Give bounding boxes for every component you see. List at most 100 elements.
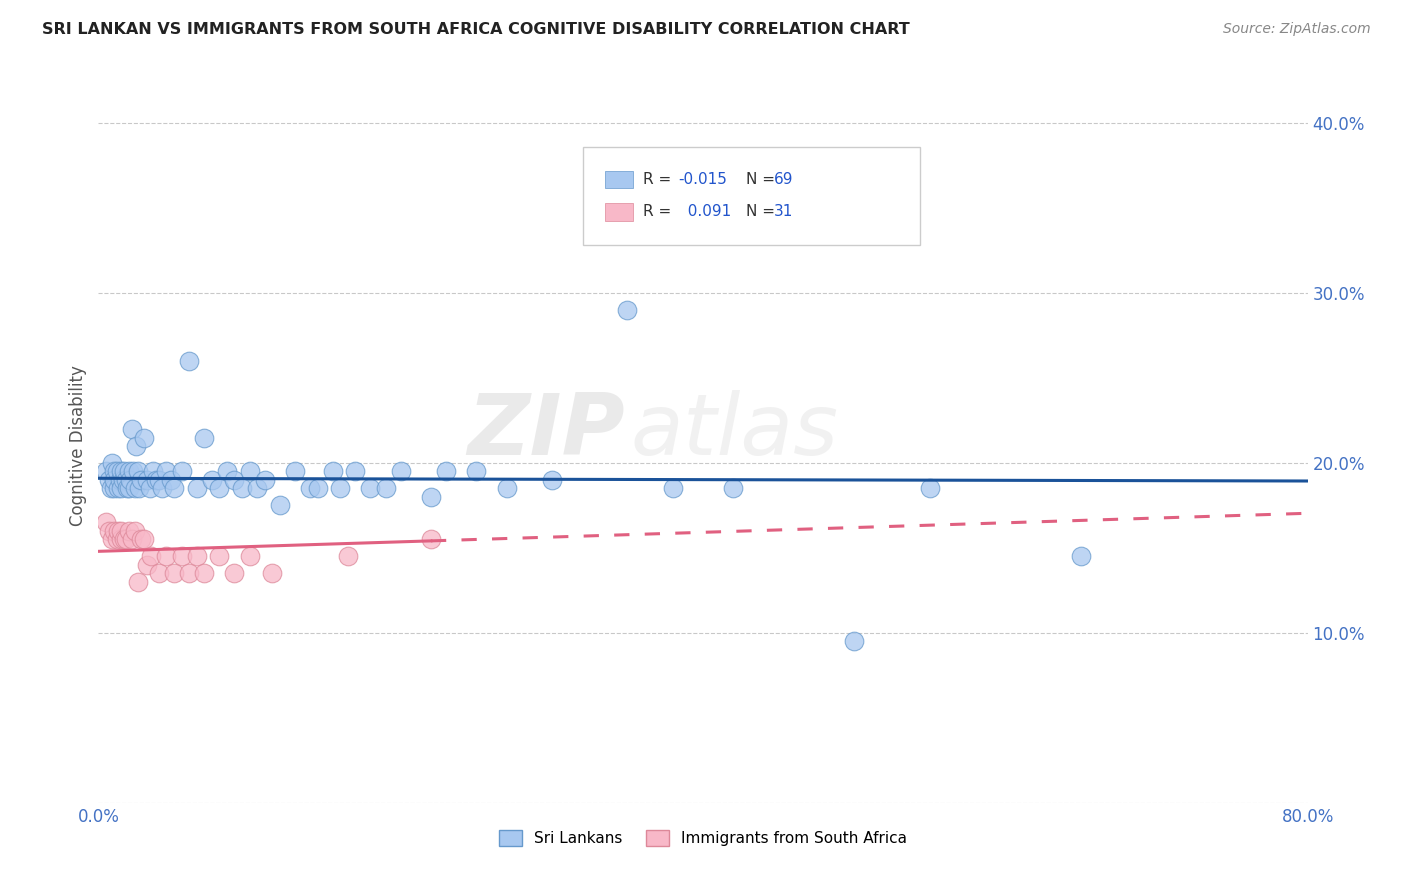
Point <box>127 574 149 589</box>
Point <box>120 473 142 487</box>
Point <box>1070 549 1092 564</box>
Point <box>110 524 132 538</box>
Point <box>124 524 146 538</box>
Point <box>139 482 162 496</box>
Point <box>344 465 367 479</box>
Point <box>135 473 157 487</box>
Point <box>122 465 145 479</box>
Legend: Sri Lankans, Immigrants from South Africa: Sri Lankans, Immigrants from South Afric… <box>494 824 912 852</box>
Point <box>193 566 215 581</box>
Point <box>142 465 165 479</box>
Point <box>661 482 683 496</box>
Text: Source: ZipAtlas.com: Source: ZipAtlas.com <box>1223 22 1371 37</box>
Point <box>322 465 344 479</box>
Point <box>186 549 208 564</box>
Point <box>107 482 129 496</box>
Point <box>246 482 269 496</box>
Point <box>118 465 141 479</box>
Text: N =: N = <box>747 172 780 187</box>
Point <box>360 482 382 496</box>
Text: R =: R = <box>644 204 676 219</box>
Point <box>307 482 329 496</box>
Point <box>132 533 155 547</box>
Point <box>103 465 125 479</box>
Point <box>150 482 173 496</box>
Y-axis label: Cognitive Disability: Cognitive Disability <box>69 366 87 526</box>
Point <box>141 549 163 564</box>
Point <box>112 533 135 547</box>
Point <box>103 524 125 538</box>
Text: SRI LANKAN VS IMMIGRANTS FROM SOUTH AFRICA COGNITIVE DISABILITY CORRELATION CHAR: SRI LANKAN VS IMMIGRANTS FROM SOUTH AFRI… <box>42 22 910 37</box>
Point <box>231 482 253 496</box>
Point <box>434 465 457 479</box>
Point <box>269 499 291 513</box>
Point <box>208 482 231 496</box>
Point <box>170 465 193 479</box>
Point <box>135 558 157 572</box>
Point <box>105 465 128 479</box>
Point <box>179 354 201 368</box>
Point <box>129 533 152 547</box>
Point <box>110 482 132 496</box>
Point <box>100 482 122 496</box>
Point <box>98 524 121 538</box>
Point <box>239 465 262 479</box>
Point <box>163 566 186 581</box>
Point <box>145 473 167 487</box>
Point <box>253 473 276 487</box>
Point <box>179 566 201 581</box>
Point <box>103 473 125 487</box>
Text: 31: 31 <box>775 204 793 219</box>
Point <box>118 524 141 538</box>
Point <box>215 465 238 479</box>
Point <box>374 482 396 496</box>
Point <box>186 482 208 496</box>
Point <box>112 465 135 479</box>
Point <box>299 482 322 496</box>
Point <box>420 533 443 547</box>
Point <box>540 473 562 487</box>
Point <box>94 516 117 530</box>
Point <box>132 430 155 444</box>
Text: 69: 69 <box>775 172 793 187</box>
Point <box>262 566 284 581</box>
Text: N =: N = <box>747 204 780 219</box>
Point <box>105 533 128 547</box>
Point <box>420 490 443 504</box>
Point <box>121 422 143 436</box>
Point <box>239 549 262 564</box>
Point <box>918 482 941 496</box>
Point <box>208 549 231 564</box>
Point <box>170 549 193 564</box>
Point <box>115 482 138 496</box>
Point <box>723 482 745 496</box>
Point <box>110 533 132 547</box>
Point <box>844 634 866 648</box>
Point <box>336 549 359 564</box>
Point <box>616 303 638 318</box>
Point <box>107 524 129 538</box>
Text: atlas: atlas <box>630 390 838 474</box>
Point <box>124 482 146 496</box>
Point <box>118 482 141 496</box>
Point <box>114 473 136 487</box>
Point <box>193 430 215 444</box>
Point <box>121 533 143 547</box>
Point <box>155 465 177 479</box>
Point <box>284 465 307 479</box>
Point <box>125 439 148 453</box>
Text: 0.091: 0.091 <box>679 204 731 219</box>
Point <box>103 482 125 496</box>
Point <box>465 465 488 479</box>
Text: -0.015: -0.015 <box>679 172 727 187</box>
Point <box>160 473 183 487</box>
Point <box>111 473 134 487</box>
Point <box>94 465 117 479</box>
Point <box>127 465 149 479</box>
Point <box>224 566 246 581</box>
Point <box>114 533 136 547</box>
Point <box>148 473 170 487</box>
Point <box>101 533 124 547</box>
Point <box>224 473 246 487</box>
Point <box>108 473 131 487</box>
